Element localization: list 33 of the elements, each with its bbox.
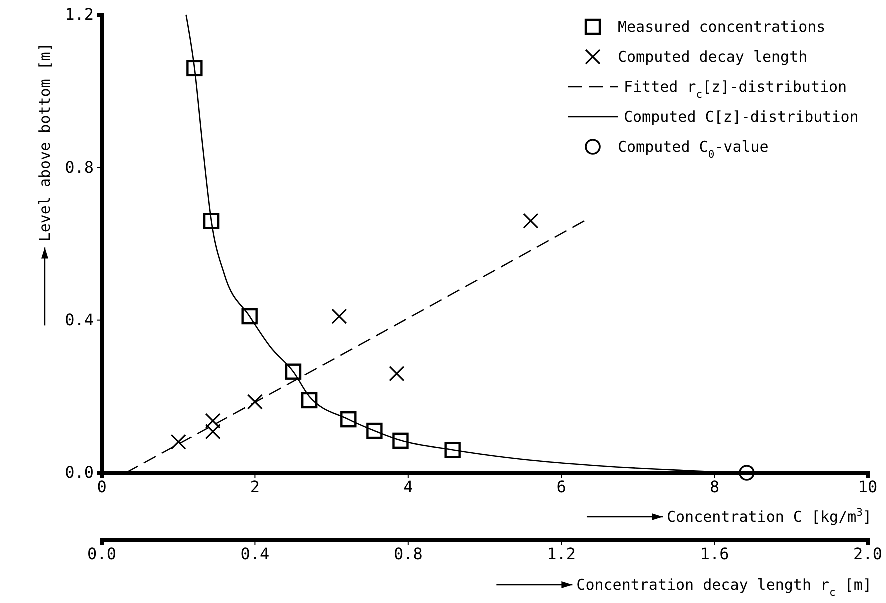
x-tick-label: 8 xyxy=(710,477,720,496)
x2-tick-label: 1.6 xyxy=(700,544,730,564)
x-tick-label: 2 xyxy=(250,477,260,496)
x2-tick-label: 0.4 xyxy=(240,544,270,564)
legend-label: Computed C$_{0}$-value xyxy=(618,138,769,161)
y-axis-title: Level above bottom [m] xyxy=(36,43,54,242)
point xyxy=(242,308,258,325)
x2-tick-label: 2.0 xyxy=(854,544,882,564)
point xyxy=(186,60,203,77)
point xyxy=(444,442,461,458)
x-tick-label: 4 xyxy=(404,477,414,496)
legend-label: Computed decay length xyxy=(618,48,808,66)
y-tick-label: 0.4 xyxy=(65,310,94,330)
x2-tick-label: 0.8 xyxy=(394,544,423,564)
y-tick-label: 1.2 xyxy=(65,5,94,24)
x-tick-label: 0 xyxy=(97,477,107,496)
legend-label: Computed C[z]-distribution xyxy=(624,108,859,126)
point xyxy=(203,213,220,230)
y-tick-label: 0.0 xyxy=(65,463,94,482)
legend-label: Fitted r$_{c}$[z]-distribution xyxy=(624,78,848,101)
point xyxy=(392,432,409,450)
point xyxy=(366,422,383,440)
x2-axis-title: Concentration decay length r$_{c}$ [m] xyxy=(576,576,872,599)
x2-tick-label: 1.2 xyxy=(547,544,576,564)
x-axis-title: Concentration C [kg/m$^{3}$] xyxy=(666,507,872,526)
point xyxy=(285,364,302,380)
legend-label: Measured concentrations xyxy=(618,18,826,36)
point xyxy=(301,392,318,409)
x2-tick-label: 0.0 xyxy=(88,544,116,564)
x-tick-label: 6 xyxy=(556,477,566,496)
x-tick-label: 10 xyxy=(858,477,878,496)
y-tick-label: 0.8 xyxy=(65,158,94,177)
point xyxy=(340,411,357,428)
